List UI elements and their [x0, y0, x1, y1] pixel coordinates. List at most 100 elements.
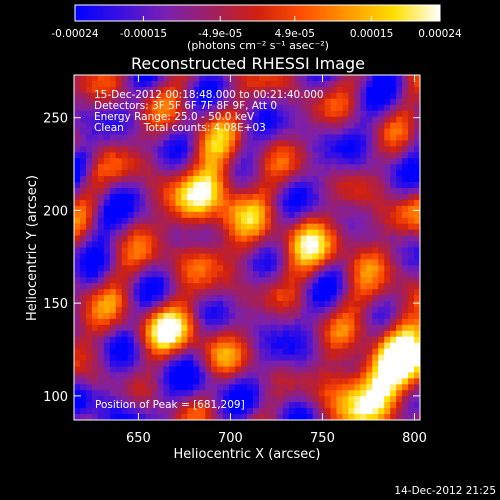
heatmap-cell	[336, 80, 343, 88]
heatmap-cell	[229, 312, 236, 320]
heatmap-cell	[151, 342, 158, 350]
heatmap-cell	[378, 259, 385, 266]
heatmap-cell	[145, 170, 152, 177]
heatmap-cell	[127, 241, 135, 248]
heatmap-cell	[74, 348, 81, 355]
heatmap-cell	[414, 122, 420, 129]
heatmap-cell	[91, 372, 99, 379]
heatmap-cell	[324, 318, 331, 326]
heatmap-cell	[354, 271, 361, 278]
heatmap-cell	[372, 188, 379, 195]
heatmap-cell	[97, 182, 105, 189]
heatmap-cell	[79, 146, 87, 153]
heatmap-cell	[336, 92, 343, 100]
heatmap-cell	[181, 110, 188, 118]
heatmap-cell	[336, 354, 343, 361]
heatmap-cell	[270, 182, 278, 189]
heatmap-cell	[342, 182, 349, 189]
heatmap-cell	[127, 164, 135, 171]
heatmap-cell	[109, 122, 117, 129]
heatmap-cell	[300, 229, 308, 237]
heatmap-cell	[74, 170, 81, 177]
heatmap-cell	[414, 402, 420, 409]
heatmap-cell	[354, 80, 361, 88]
heatmap-cell	[270, 128, 278, 135]
heatmap-cell	[211, 253, 218, 260]
heatmap-cell	[169, 98, 176, 106]
heatmap-cell	[390, 265, 397, 272]
heatmap-cell	[217, 390, 224, 397]
heatmap-cell	[318, 152, 325, 159]
heatmap-cell	[408, 104, 415, 112]
heatmap-cell	[74, 199, 81, 207]
heatmap-cell	[306, 312, 314, 320]
heatmap-cell	[324, 110, 331, 118]
heatmap-cell	[91, 408, 99, 415]
heatmap-cell	[384, 390, 391, 397]
heatmap-cell	[229, 110, 236, 118]
heatmap-cell	[169, 110, 176, 118]
heatmap-cell	[74, 110, 81, 118]
heatmap-cell	[97, 223, 105, 231]
heatmap-cell	[205, 372, 212, 379]
heatmap-cell	[330, 205, 337, 213]
heatmap-cell	[318, 235, 325, 242]
heatmap-cell	[163, 336, 170, 344]
heatmap-cell	[139, 283, 146, 290]
heatmap-cell	[241, 193, 248, 201]
heatmap-cell	[288, 122, 296, 129]
heatmap-cell	[270, 110, 278, 118]
heatmap-cell	[330, 318, 337, 326]
heatmap-cell	[181, 122, 188, 129]
heatmap-cell	[312, 396, 319, 403]
heatmap-cell	[288, 164, 296, 171]
heatmap-cell	[258, 360, 266, 367]
heatmap-cell	[414, 247, 420, 254]
heatmap-cell	[211, 402, 218, 409]
heatmap-cell	[175, 342, 182, 350]
heatmap-cell	[187, 336, 194, 344]
heatmap-cell	[211, 414, 218, 420]
heatmap-cell	[348, 110, 355, 118]
heatmap-cell	[205, 75, 212, 82]
heatmap-cell	[109, 283, 117, 290]
heatmap-cell	[193, 164, 200, 171]
heatmap-cell	[157, 98, 164, 106]
heatmap-cell	[79, 318, 87, 326]
heatmap-cell	[318, 271, 325, 278]
heatmap-cell	[318, 80, 325, 88]
heatmap-cell	[396, 128, 403, 135]
heatmap-cell	[199, 402, 206, 409]
heatmap-cell	[205, 176, 212, 183]
heatmap-cell	[282, 378, 290, 385]
heatmap-cell	[235, 98, 242, 106]
heatmap-cell	[324, 384, 331, 391]
heatmap-cell	[211, 396, 218, 403]
heatmap-cell	[372, 259, 379, 266]
heatmap-cell	[354, 259, 361, 266]
heatmap-cell	[252, 414, 260, 420]
heatmap-cell	[252, 152, 260, 159]
heatmap-cell	[270, 306, 278, 314]
heatmap-cell	[258, 306, 266, 314]
heatmap-cell	[199, 342, 206, 350]
heatmap-cell	[276, 342, 284, 350]
heatmap-cell	[121, 104, 129, 112]
heatmap-cell	[258, 140, 266, 147]
heatmap-cell	[276, 116, 284, 123]
heatmap-cell	[282, 306, 290, 314]
heatmap-cell	[79, 384, 87, 391]
heatmap-cell	[74, 241, 81, 248]
heatmap-cell	[151, 176, 158, 183]
heatmap-cell	[205, 128, 212, 135]
heatmap-cell	[241, 306, 248, 314]
x-tick-label: 650	[126, 431, 151, 446]
heatmap-cell	[247, 348, 254, 355]
heatmap-cell	[354, 75, 361, 82]
heatmap-cell	[145, 86, 152, 94]
heatmap-cell	[211, 342, 218, 350]
heatmap-cell	[163, 348, 170, 355]
heatmap-cell	[252, 354, 260, 361]
heatmap-cell	[241, 247, 248, 254]
